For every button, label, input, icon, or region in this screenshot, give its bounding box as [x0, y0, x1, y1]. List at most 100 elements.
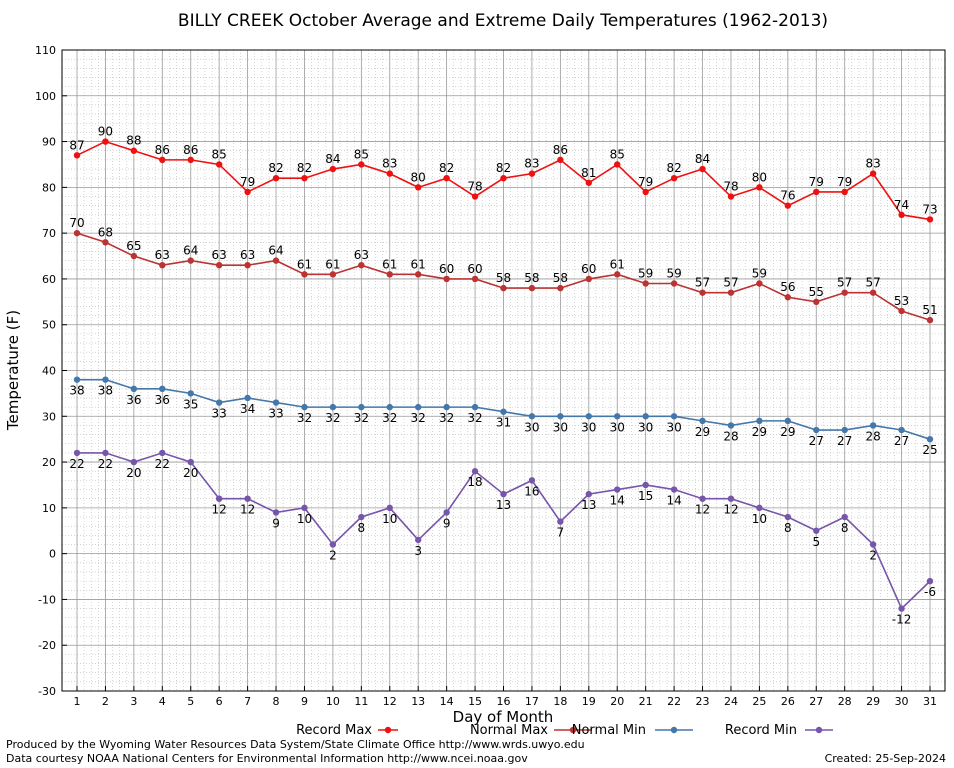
data-point: [471, 468, 479, 475]
data-point: [215, 161, 223, 168]
data-label: 61: [325, 257, 340, 271]
data-point: [699, 417, 706, 425]
data-label: 15: [638, 489, 653, 503]
data-point: [272, 175, 280, 182]
legend: Record Max Normal Max Normal Min Record Min: [296, 723, 833, 738]
data-label: 30: [581, 420, 596, 434]
data-point: [386, 271, 393, 278]
data-point: [614, 486, 621, 493]
data-label: 25: [922, 443, 937, 457]
data-label: 86: [155, 143, 170, 157]
data-point: [215, 261, 223, 269]
data-point: [215, 495, 223, 502]
y-tick-label: 110: [35, 44, 56, 57]
data-label: 32: [439, 411, 454, 425]
data-label: 65: [126, 239, 141, 253]
data-label: 80: [752, 170, 767, 184]
x-tick-label: 17: [525, 695, 539, 708]
data-point: [642, 188, 649, 196]
data-label: 32: [354, 411, 369, 425]
data-point: [102, 376, 109, 383]
data-point: [130, 147, 138, 154]
legend-label: Normal Max: [470, 723, 548, 738]
x-tick-label: 10: [326, 695, 340, 708]
data-label: 74: [894, 198, 909, 212]
data-point: [727, 193, 735, 200]
data-point: [585, 413, 592, 420]
data-point: [813, 188, 820, 196]
data-label: 59: [638, 267, 653, 281]
data-label: 9: [443, 516, 451, 530]
data-point: [670, 486, 678, 493]
data-point: [756, 184, 763, 191]
data-point: [159, 261, 166, 269]
data-point: [358, 513, 365, 521]
data-point: [869, 170, 877, 177]
data-point: [841, 188, 848, 196]
data-point: [642, 413, 649, 420]
data-point: [670, 413, 678, 420]
footer-produced-by: Produced by the Wyoming Water Resources …: [6, 738, 585, 751]
data-point: [329, 541, 337, 548]
data-label: 36: [155, 393, 170, 407]
data-label: 27: [809, 434, 824, 448]
data-point: [557, 156, 564, 164]
data-label: 58: [524, 271, 539, 285]
data-label: 3: [414, 544, 422, 558]
data-label: 86: [183, 143, 198, 157]
data-label: 7: [557, 526, 565, 540]
data-label: 35: [183, 397, 198, 411]
x-tick-label: 18: [553, 695, 567, 708]
data-point: [415, 536, 422, 544]
data-point: [727, 495, 735, 502]
legend-marker: [384, 726, 392, 734]
x-tick-label: 29: [866, 695, 880, 708]
data-point: [244, 261, 251, 269]
data-point: [841, 426, 848, 434]
data-point: [130, 458, 138, 466]
data-label: -12: [892, 613, 912, 627]
data-point: [358, 161, 365, 168]
data-label: 78: [467, 180, 482, 194]
data-point: [443, 175, 450, 182]
series-lines: [73, 138, 934, 612]
plot-grid: [62, 49, 945, 692]
data-point: [386, 170, 393, 177]
data-point: [415, 403, 422, 411]
data-label: 38: [98, 384, 113, 398]
data-point: [727, 289, 735, 296]
data-point: [471, 193, 479, 200]
data-label: 57: [865, 276, 880, 290]
data-label: 79: [837, 175, 852, 189]
data-label: 12: [212, 503, 227, 517]
x-tick-label: 20: [610, 695, 624, 708]
data-label: 22: [98, 457, 113, 471]
data-label: 82: [268, 161, 283, 175]
x-tick-label: 11: [354, 695, 368, 708]
x-tick-label: 4: [159, 695, 166, 708]
data-label: 82: [297, 161, 312, 175]
data-label: 10: [297, 512, 312, 526]
data-label: 57: [695, 276, 710, 290]
data-point: [73, 449, 81, 457]
data-label: 70: [69, 216, 84, 230]
data-label: 33: [268, 407, 283, 421]
data-point: [528, 413, 536, 420]
data-point: [272, 509, 280, 516]
data-label: 8: [358, 521, 366, 535]
data-point: [244, 394, 251, 402]
data-label: 27: [894, 434, 909, 448]
data-point: [670, 175, 678, 182]
x-tick-label: 23: [696, 695, 710, 708]
data-label: 83: [865, 157, 880, 171]
y-tick-label: 100: [35, 90, 56, 103]
data-label: 29: [695, 425, 710, 439]
data-label: 22: [69, 457, 84, 471]
data-point: [869, 541, 877, 548]
data-point: [557, 284, 564, 292]
legend-label: Record Max: [296, 723, 372, 738]
x-tick-label: 27: [809, 695, 823, 708]
data-label: 29: [752, 425, 767, 439]
data-label: 32: [297, 411, 312, 425]
